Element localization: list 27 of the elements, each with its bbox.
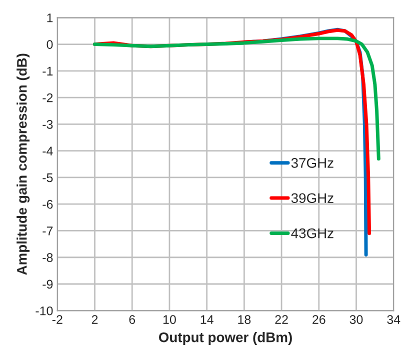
y-tick-label: -2 [42, 93, 53, 102]
x-axis-title: Output power (dBm) [158, 332, 292, 345]
x-tick-label: 30 [350, 315, 363, 324]
legend-label: 39GHz [291, 193, 334, 204]
y-tick-label: -8 [42, 253, 53, 262]
x-tick-label: 26 [312, 315, 326, 324]
x-tick-label: 10 [163, 315, 176, 324]
y-tick-label: -6 [42, 200, 53, 209]
x-tick-label: 34 [387, 315, 400, 324]
x-tick-label: 22 [275, 315, 288, 324]
y-tick-label: -9 [42, 280, 53, 289]
y-tick-label: -7 [42, 226, 53, 236]
y-tick-label: -1 [42, 66, 53, 76]
y-tick-label: -5 [42, 173, 53, 182]
x-tick-label: -2 [52, 315, 62, 324]
y-tick-label: -4 [42, 146, 53, 156]
legend-label: 37GHz [291, 158, 334, 168]
y-tick-label: -3 [42, 120, 53, 129]
legend-label: 43GHz [291, 228, 334, 238]
y-tick-label: 1 [47, 14, 53, 22]
y-tick-label: 0 [46, 40, 53, 49]
y-axis-title: Amplitude gain compression (dB) [16, 54, 30, 275]
x-tick-label: 18 [238, 315, 251, 324]
x-tick-label: 14 [200, 315, 214, 324]
x-tick-label: 2 [92, 315, 98, 324]
y-tick-label: -10 [36, 306, 53, 316]
x-tick-label: 6 [129, 315, 136, 324]
